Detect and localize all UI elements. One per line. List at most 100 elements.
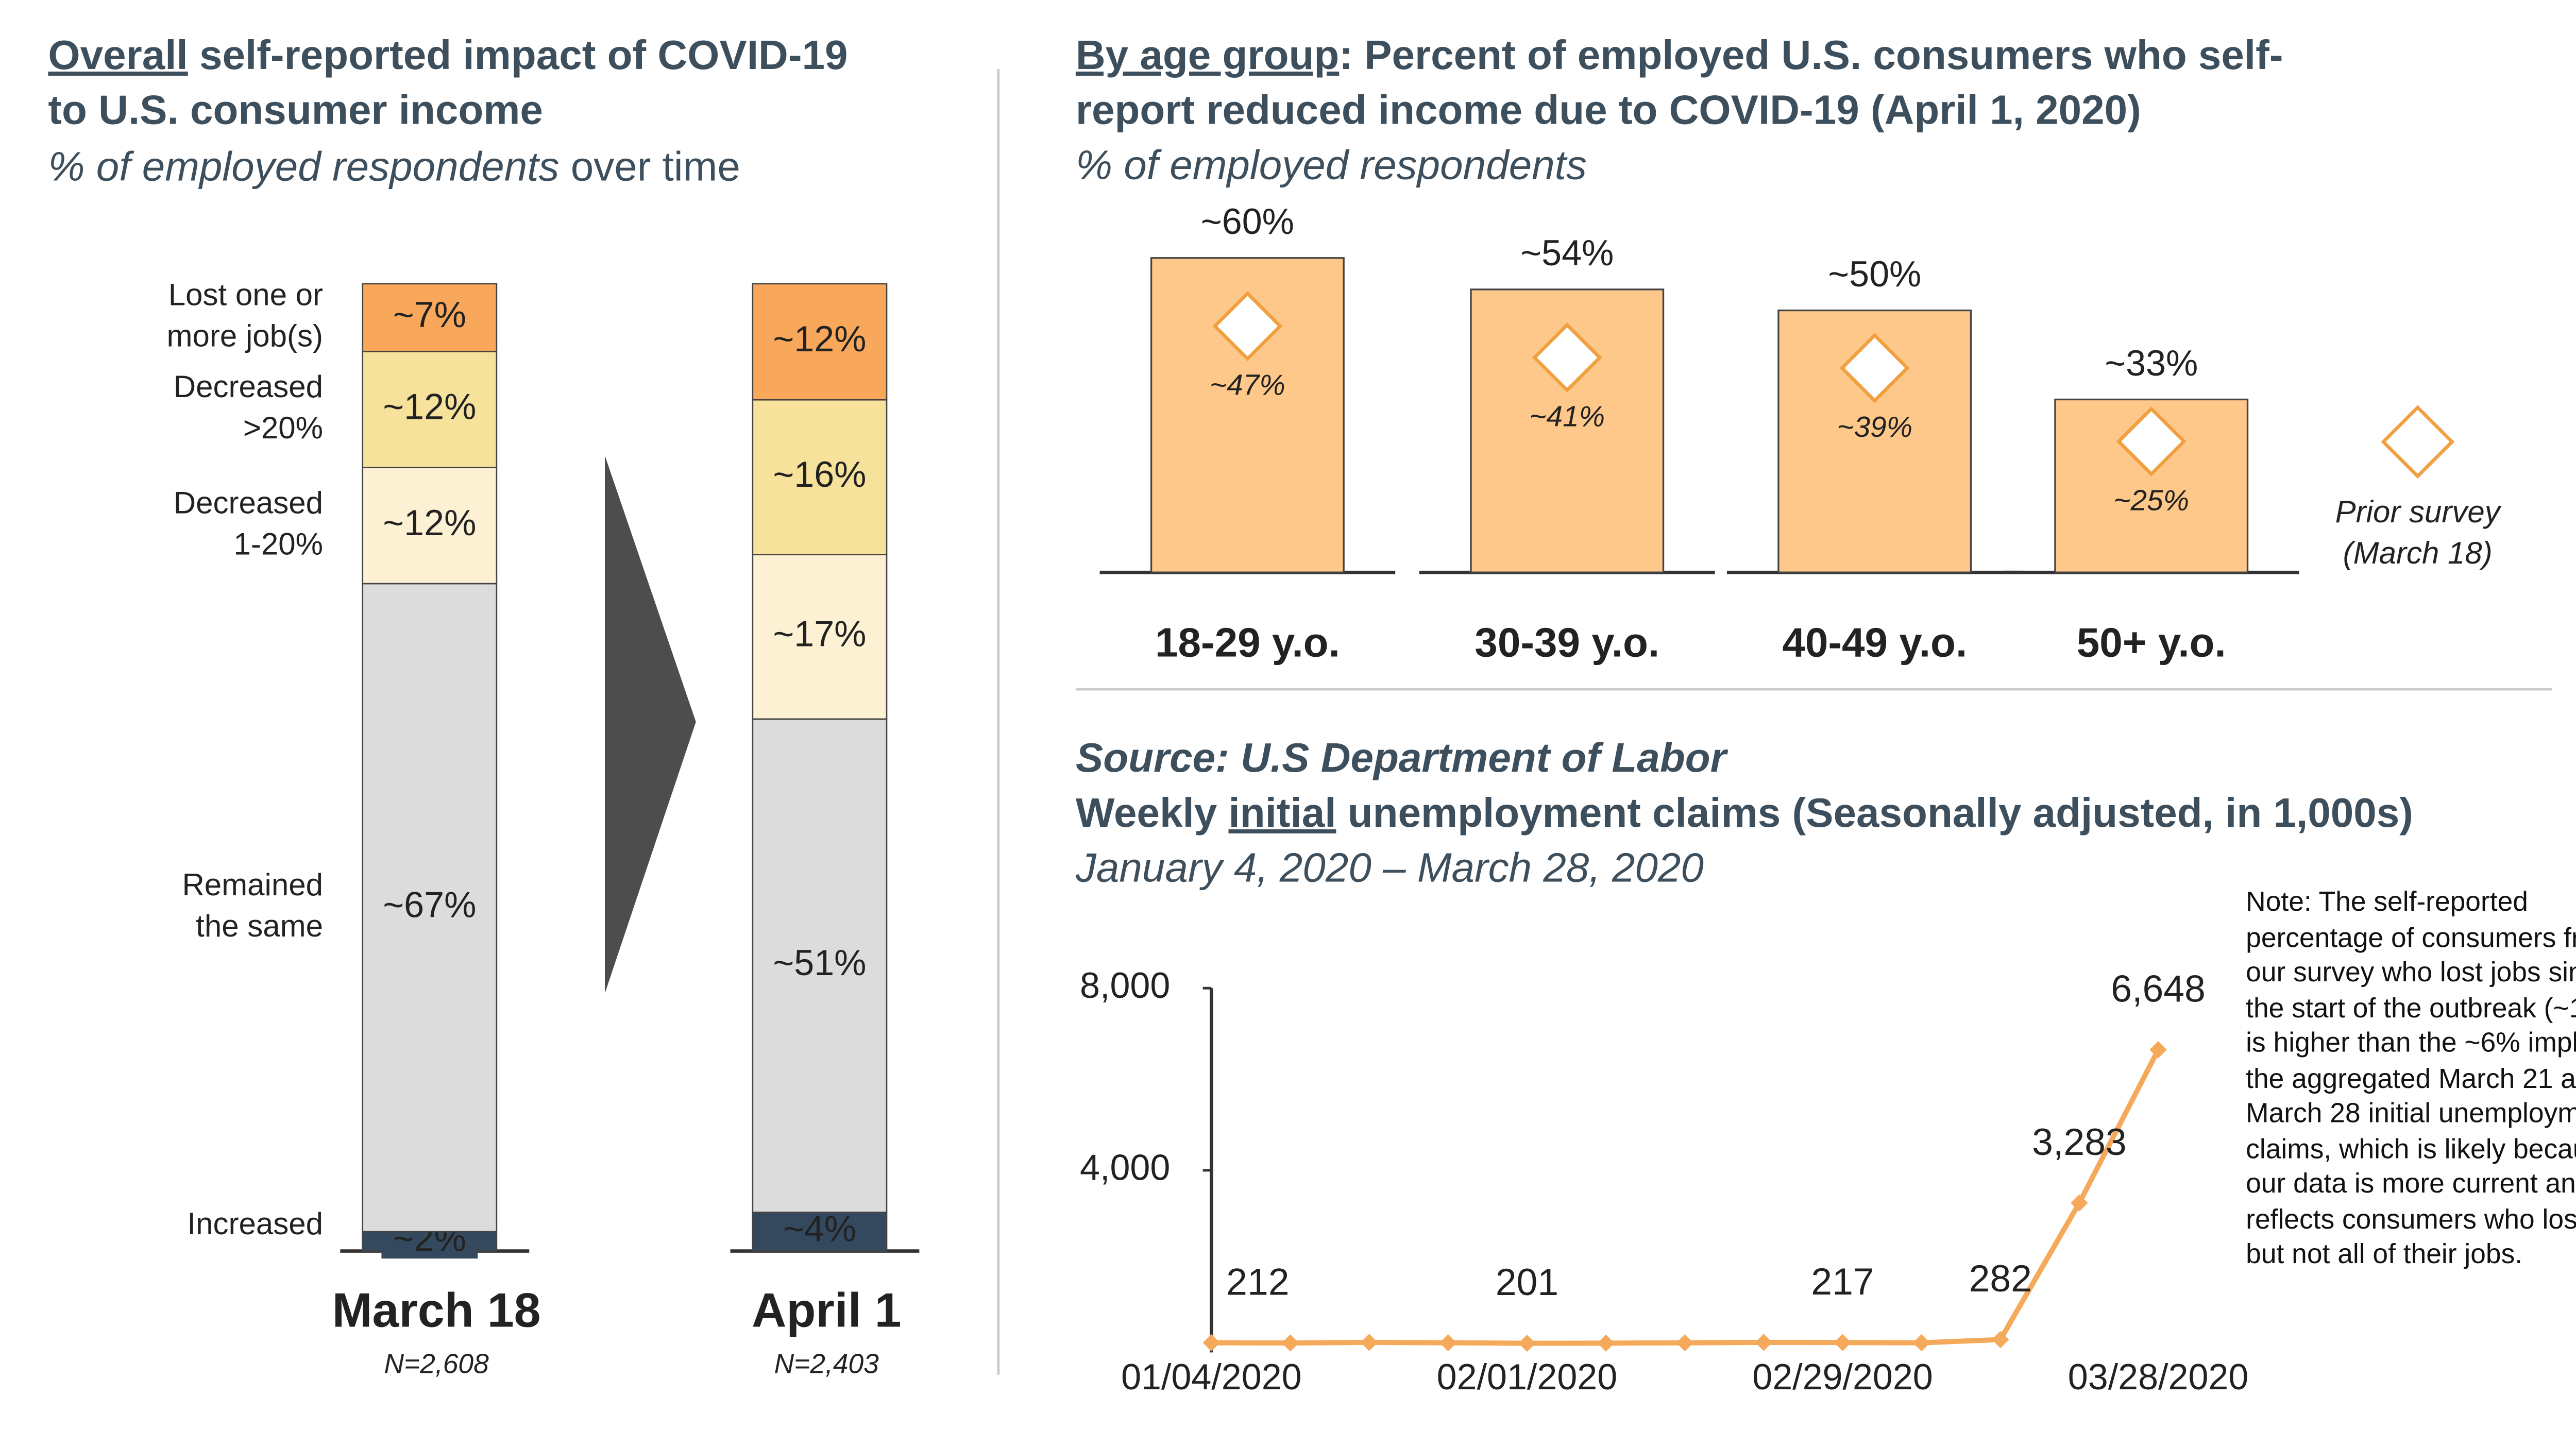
title-part: unemployment claims (Seasonally adjusted… (1336, 790, 2413, 836)
sample-size: N=2,403 (774, 1349, 879, 1379)
text-line: 1-20% (234, 526, 323, 561)
title-part: Weekly (1076, 790, 1229, 836)
value-label: ~51% (773, 943, 866, 983)
title: to U.S. consumer income (48, 87, 543, 133)
text-line: Decreased (174, 485, 323, 520)
bar-segment (752, 554, 888, 720)
title-part: By age group (1076, 32, 1339, 78)
note-box: Note: The self-reported percentage of co… (2246, 888, 2576, 1270)
x-tick-label: 01/04/2020 (1121, 1357, 1302, 1397)
text-line: (March 18) (2343, 536, 2493, 570)
x-tick-label: 18-29 y.o. (1155, 620, 1340, 666)
point (1360, 1334, 1378, 1351)
point (1834, 1334, 1852, 1351)
y-tick-label: 4,000 (1080, 1147, 1170, 1187)
value-label: 282 (1969, 1257, 2032, 1300)
value-label: 217 (1811, 1261, 1874, 1303)
bar-segment (752, 399, 888, 555)
legend-marker (2381, 405, 2455, 479)
value-label: ~16% (773, 454, 866, 495)
value-label: ~50% (1828, 254, 1921, 294)
prior-marker (1839, 333, 1910, 403)
title: report reduced income due to COVID-19 (A… (1076, 87, 2141, 133)
text-line: Decreased (174, 369, 323, 404)
subtitle: % of employed respondents over time (48, 144, 740, 190)
value-label: 201 (1496, 1261, 1558, 1303)
point (2149, 1041, 2167, 1059)
subtitle: January 4, 2020 – March 28, 2020 (1075, 845, 1704, 891)
value-label: ~67% (383, 884, 476, 925)
bar-segment (362, 283, 498, 352)
value-label: ~7% (393, 295, 466, 335)
x-tick-label: March 18 (332, 1283, 541, 1337)
title: Overall self-reported impact of COVID-19 (48, 32, 848, 78)
title: By age group: Percent of employed U.S. c… (1076, 32, 2283, 78)
series-label: Decreased >20% (174, 369, 323, 445)
prior-marker (1212, 291, 1283, 362)
value-label: 212 (1226, 1261, 1289, 1303)
legend-label: Prior survey (March 18) (2335, 495, 2502, 570)
text-line: more job(s) (167, 318, 323, 353)
x-tick-label: 02/29/2020 (1752, 1357, 1933, 1397)
series-label: Remained the same (182, 867, 323, 943)
marker-label: ~41% (1529, 401, 1605, 433)
bar-segment (362, 467, 498, 585)
text-line: >20% (243, 411, 323, 445)
point (1439, 1334, 1457, 1352)
subtitle: % of employed respondents (1076, 142, 1587, 188)
value-label: ~17% (773, 614, 866, 654)
label-box (771, 1207, 868, 1249)
x-tick-label: 40-49 y.o. (1782, 620, 1967, 666)
title-part: self-reported impact of COVID-19 (188, 32, 848, 78)
arrow (605, 455, 696, 994)
text-line: Remained (182, 867, 323, 902)
text-line: Increased (187, 1206, 323, 1241)
point (1518, 1334, 1536, 1352)
bar-segment (752, 718, 888, 1213)
point (1912, 1334, 1930, 1352)
x-tick-label: April 1 (752, 1283, 902, 1337)
subtitle-part: % of employed respondents (48, 144, 559, 190)
value-label: 6,648 (2111, 967, 2206, 1010)
bar-segment (752, 283, 888, 401)
value-label: ~12% (773, 319, 866, 359)
value-label: ~33% (2105, 343, 2198, 383)
text-line: Prior survey (2335, 495, 2502, 529)
bar-segment (362, 350, 498, 468)
point (1202, 1334, 1221, 1352)
note: Note: The self-reported percentage of co… (2246, 888, 2576, 1270)
value-label: ~60% (1201, 201, 1294, 242)
text-line: the same (196, 909, 323, 943)
bar-segment (362, 583, 498, 1233)
value-label: 3,283 (2032, 1121, 2127, 1163)
value-label: ~54% (1520, 233, 1614, 273)
text-line: Lost one or (168, 277, 323, 312)
x-tick-label: 30-39 y.o. (1475, 620, 1659, 666)
point (1755, 1334, 1773, 1351)
marker-label: ~47% (1210, 369, 1285, 401)
series-label: Increased (187, 1206, 323, 1241)
title-part: Overall (48, 32, 188, 78)
marker-label: ~25% (2113, 484, 2189, 517)
marker-label: ~39% (1837, 411, 1912, 444)
x-tick-label: 03/28/2020 (2068, 1357, 2249, 1397)
prior-marker (1532, 322, 1602, 393)
point (1992, 1331, 2009, 1349)
series-label: Decreased 1-20% (174, 485, 323, 561)
y-tick-label: 8,000 (1080, 965, 1170, 1006)
series-label: Lost one or more job(s) (167, 277, 323, 353)
value-label: ~12% (383, 386, 476, 427)
prior-marker (2116, 406, 2187, 476)
point (1281, 1334, 1299, 1352)
x-tick-label: 02/01/2020 (1437, 1357, 1618, 1397)
source: Source: U.S Department of Labor (1076, 735, 1728, 780)
sample-size: N=2,608 (384, 1349, 489, 1379)
x-tick-label: 50+ y.o. (2077, 620, 2226, 666)
title-part: initial (1228, 790, 1336, 836)
point (1597, 1334, 1615, 1352)
value-label: ~4% (783, 1209, 856, 1249)
point (1676, 1334, 1693, 1352)
title: Weekly initial unemployment claims (Seas… (1076, 790, 2413, 836)
